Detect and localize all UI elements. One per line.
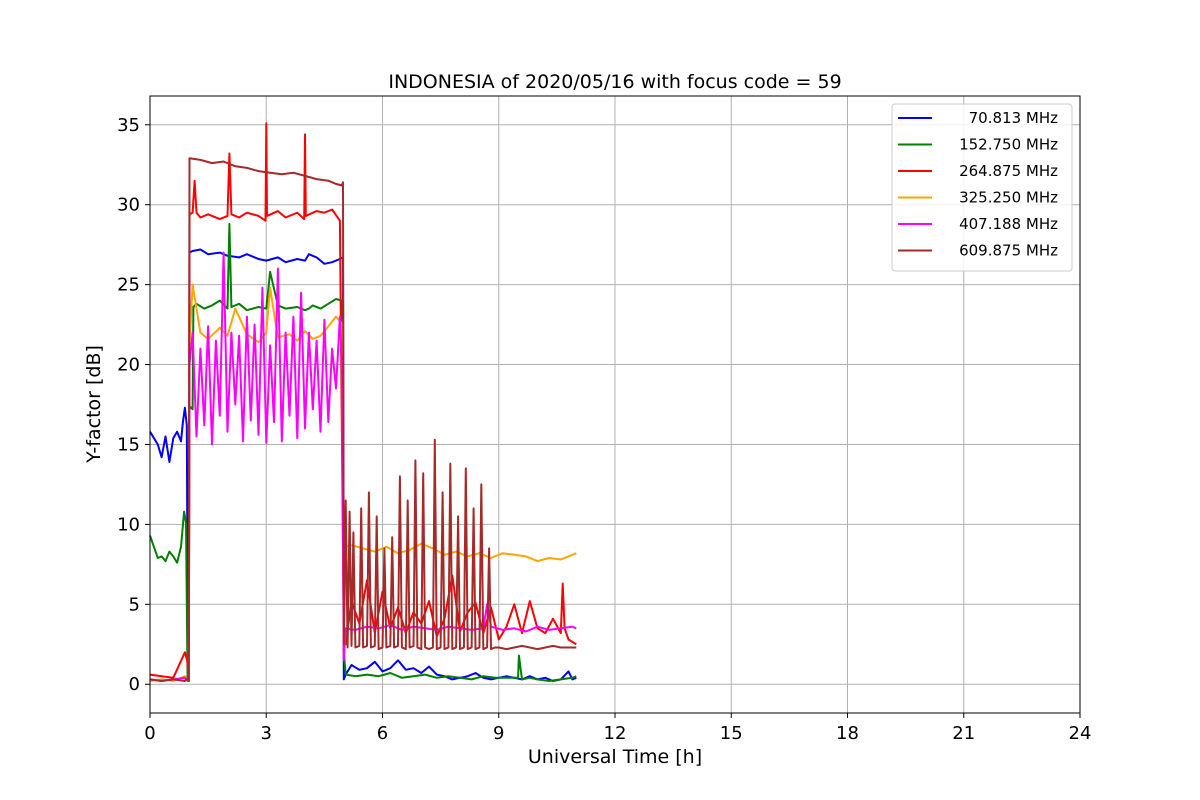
y-tick-label: 15 xyxy=(117,434,140,455)
y-tick-label: 35 xyxy=(117,115,140,136)
y-tick-label: 20 xyxy=(117,355,140,376)
x-axis-ticks: 0 3 6 9 12 15 18 21 24 xyxy=(144,713,1091,744)
x-axis-label: Universal Time [h] xyxy=(528,746,702,768)
y-tick-label: 30 xyxy=(117,195,140,216)
y-tick-label: 0 xyxy=(129,674,140,695)
x-tick-label: 6 xyxy=(377,723,388,744)
y-tick-label: 5 xyxy=(129,594,140,615)
series-line-5 xyxy=(149,157,577,682)
x-tick-label: 9 xyxy=(493,723,504,744)
legend-label-3: 325.250 MHz xyxy=(959,189,1058,207)
y-tick-label: 25 xyxy=(117,275,140,296)
legend-box xyxy=(891,103,1073,272)
x-tick-label: 18 xyxy=(836,723,859,744)
x-tick-label: 24 xyxy=(1069,723,1092,744)
x-tick-label: 21 xyxy=(952,723,975,744)
series-lines xyxy=(149,122,577,682)
legend-label-2: 264.875 MHz xyxy=(959,162,1058,180)
x-tick-label: 15 xyxy=(720,723,743,744)
y-axis-ticks: 0 5 10 15 20 25 30 35 xyxy=(117,115,150,695)
y-axis-label: Y-factor [dB] xyxy=(83,345,105,464)
series-line-1 xyxy=(149,222,577,682)
legend: 70.813 MHz 152.750 MHz 264.875 MHz 325.250 … xyxy=(891,103,1073,272)
legend-label-5: 609.875 MHz xyxy=(959,242,1058,260)
x-tick-label: 0 xyxy=(144,723,155,744)
chart-title: INDONESIA of 2020/05/16 with focus code … xyxy=(388,71,841,93)
x-tick-label: 12 xyxy=(604,723,627,744)
legend-label-1: 152.750 MHz xyxy=(959,136,1058,154)
series-line-3 xyxy=(149,283,577,682)
y-tick-label: 10 xyxy=(117,514,140,535)
x-tick-label: 3 xyxy=(261,723,272,744)
legend-label-4: 407.188 MHz xyxy=(959,215,1058,233)
legend-label-0: 70.813 MHz xyxy=(969,109,1058,127)
